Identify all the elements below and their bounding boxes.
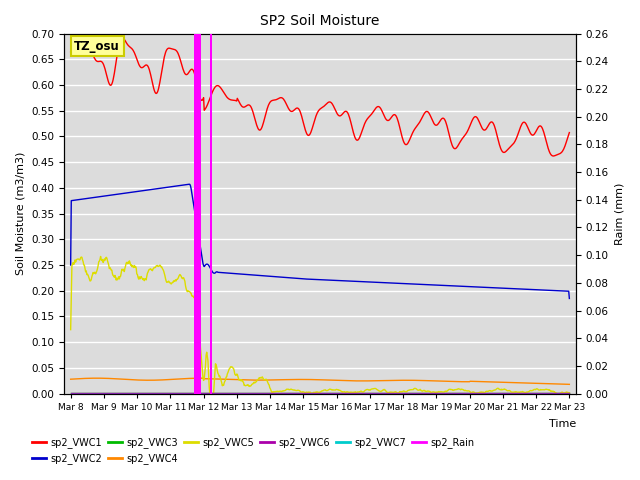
Text: Time: Time bbox=[548, 419, 576, 429]
Legend: sp2_VWC1, sp2_VWC2, sp2_VWC3, sp2_VWC4, sp2_VWC5, sp2_VWC6, sp2_VWC7, sp2_Rain: sp2_VWC1, sp2_VWC2, sp2_VWC3, sp2_VWC4, … bbox=[28, 433, 478, 468]
Bar bbox=[210, 34, 212, 394]
Y-axis label: Raim (mm): Raim (mm) bbox=[614, 182, 625, 245]
Y-axis label: Soil Moisture (m3/m3): Soil Moisture (m3/m3) bbox=[15, 152, 26, 276]
Title: SP2 Soil Moisture: SP2 Soil Moisture bbox=[260, 14, 380, 28]
Bar bbox=[194, 34, 202, 394]
Text: TZ_osu: TZ_osu bbox=[74, 40, 120, 53]
